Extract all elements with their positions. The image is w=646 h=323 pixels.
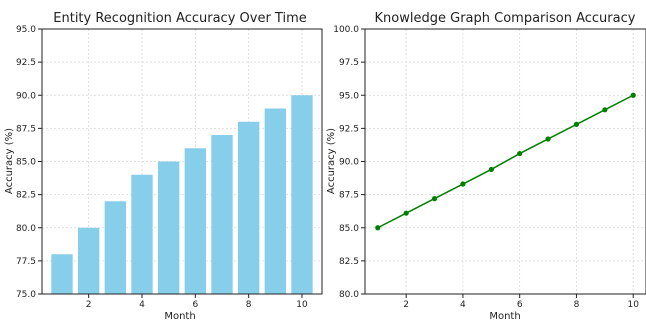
x-tick-label: 8 [246, 300, 252, 310]
data-point [403, 210, 409, 216]
bar [78, 227, 100, 294]
x-tick-label: 4 [460, 300, 466, 310]
chart-title: Entity Recognition Accuracy Over Time [53, 11, 306, 26]
data-point [488, 166, 494, 173]
y-tick-label: 92.5 [16, 58, 36, 68]
y-tick-label: 77.5 [16, 257, 36, 267]
y-tick-label: 95.0 [339, 91, 359, 101]
bar [158, 161, 180, 294]
bar [264, 108, 286, 294]
x-tick-label: 8 [574, 300, 580, 310]
x-tick-label: 2 [86, 300, 92, 310]
y-tick-label: 100.0 [333, 25, 359, 35]
chart-knowledge-graph: Knowledge Graph Comparison Accuracy Mont… [326, 11, 646, 322]
y-tick-label: 90.0 [339, 158, 359, 168]
y-tick-label: 90.0 [16, 91, 36, 101]
data-point [602, 107, 608, 113]
x-tick-label: 10 [296, 300, 308, 310]
plot-frame [41, 28, 323, 295]
x-tick-label: 2 [403, 300, 409, 310]
y-tick-label: 82.5 [16, 191, 36, 201]
x-tick-label: 6 [517, 300, 523, 310]
data-point [545, 136, 551, 142]
y-axis-label: Accuracy (%) [326, 128, 337, 194]
bar [211, 135, 233, 294]
chart-entity-recognition: Entity Recognition Accuracy Over Time Mo… [4, 11, 323, 322]
x-tick-label: 6 [192, 300, 198, 310]
y-tick-label: 87.5 [339, 191, 359, 201]
bar [184, 148, 206, 294]
x-tick-label: 10 [628, 300, 640, 310]
plot-frame [364, 28, 646, 295]
x-tick-label: 4 [139, 300, 145, 310]
y-tick-label: 85.0 [339, 224, 359, 234]
y-tick-label: 75.0 [16, 290, 36, 300]
y-axis-label: Accuracy (%) [4, 128, 15, 194]
bar [238, 121, 260, 294]
data-point [517, 150, 523, 157]
bar [291, 95, 313, 294]
x-axis-label: Month [164, 311, 195, 322]
data-point [375, 225, 381, 231]
bar [104, 201, 126, 294]
y-tick-label: 92.5 [339, 124, 359, 134]
y-tick-label: 85.0 [16, 158, 36, 168]
data-point [630, 92, 636, 98]
y-tick-label: 80.0 [16, 224, 36, 234]
data-point [573, 121, 580, 127]
bar [51, 254, 73, 294]
y-tick-label: 87.5 [16, 124, 36, 134]
chart-title: Knowledge Graph Comparison Accuracy [375, 11, 636, 26]
series-line [377, 94, 634, 229]
y-tick-label: 97.5 [339, 58, 359, 68]
y-tick-label: 80.0 [339, 290, 359, 300]
y-tick-label: 82.5 [339, 257, 359, 267]
bar [131, 174, 153, 294]
data-point [431, 196, 438, 202]
x-axis-label: Month [489, 311, 520, 322]
data-point [460, 181, 466, 187]
y-tick-label: 95.0 [16, 25, 36, 35]
